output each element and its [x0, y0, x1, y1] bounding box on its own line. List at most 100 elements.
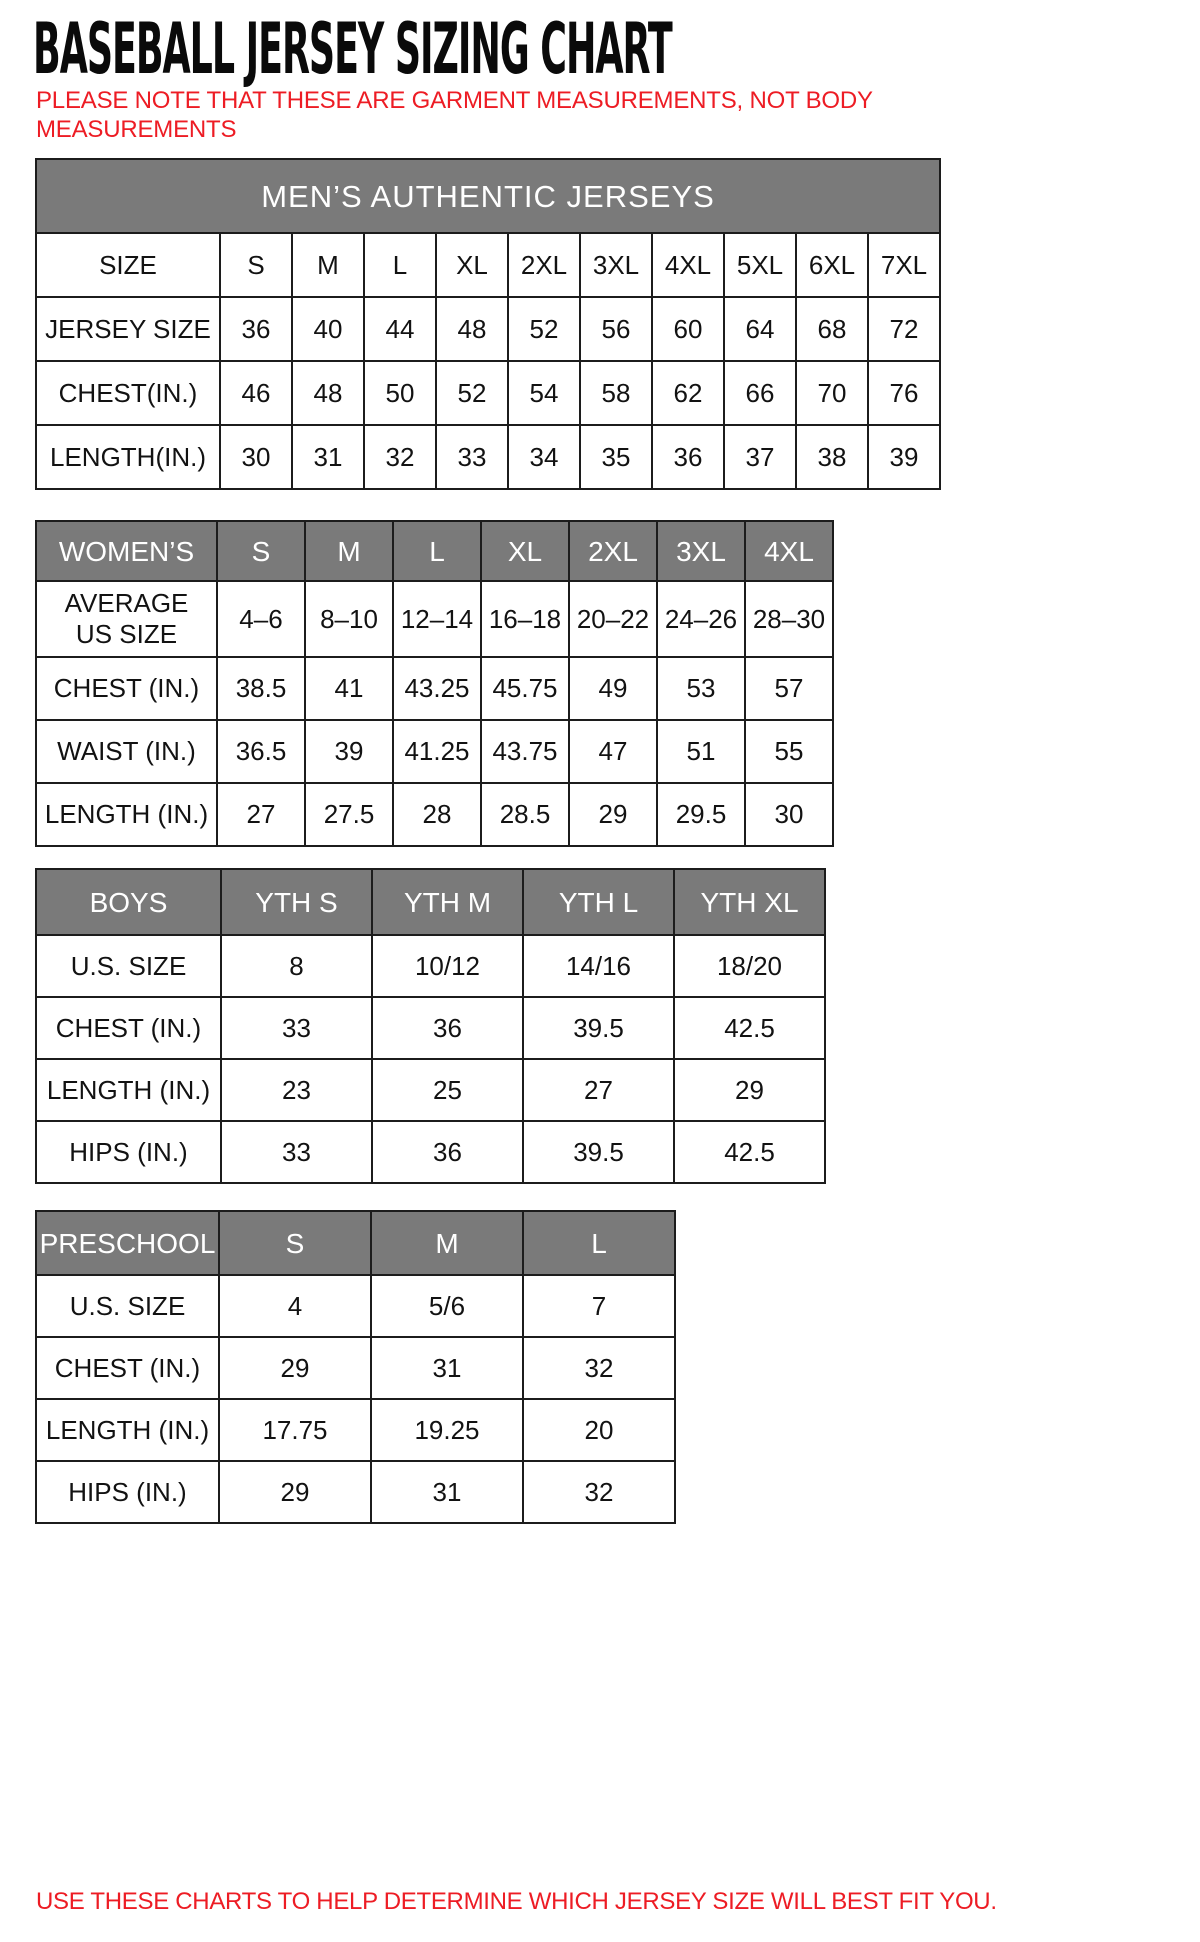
column-header: XL [480, 520, 570, 582]
table-cell: 39 [304, 719, 394, 784]
table-cell: 17.75 [218, 1398, 372, 1462]
table-cell: 57 [744, 656, 834, 721]
table-cell: 39.5 [522, 1120, 675, 1184]
table-cell: 12–14 [392, 580, 482, 658]
row-label: CHEST (IN.) [35, 1336, 220, 1400]
table-cell: 29.5 [656, 782, 746, 847]
table-cell: 64 [723, 296, 797, 362]
table-cell: 58 [579, 360, 653, 426]
table-cell: 27.5 [304, 782, 394, 847]
table-cell: 72 [867, 296, 941, 362]
table-cell: 47 [568, 719, 658, 784]
table-cell: 66 [723, 360, 797, 426]
table-cell: 62 [651, 360, 725, 426]
column-header: M [291, 232, 365, 298]
row-label: AVERAGE US SIZE [35, 580, 218, 658]
table-cell: 41.25 [392, 719, 482, 784]
row-label: CHEST (IN.) [35, 996, 222, 1060]
column-header: S [218, 1210, 372, 1276]
preschool-table-title: PRESCHOOL [35, 1210, 220, 1276]
table-cell: 32 [363, 424, 437, 490]
table-cell: 34 [507, 424, 581, 490]
table-cell: 32 [522, 1336, 676, 1400]
column-header: YTH L [522, 868, 675, 936]
row-label: LENGTH (IN.) [35, 782, 218, 847]
table-cell: 46 [219, 360, 293, 426]
table-cell: 38.5 [216, 656, 306, 721]
table-cell: 4 [218, 1274, 372, 1338]
table-cell: 48 [435, 296, 509, 362]
column-header: 7XL [867, 232, 941, 298]
table-cell: 16–18 [480, 580, 570, 658]
row-label: LENGTH (IN.) [35, 1398, 220, 1462]
table-cell: 51 [656, 719, 746, 784]
womens-table-title: WOMEN’S [35, 520, 218, 582]
row-label: SIZE [35, 232, 221, 298]
table-cell: 52 [435, 360, 509, 426]
column-header: 3XL [656, 520, 746, 582]
column-header: XL [435, 232, 509, 298]
table-cell: 30 [219, 424, 293, 490]
column-header: L [522, 1210, 676, 1276]
table-cell: 41 [304, 656, 394, 721]
column-header: 4XL [651, 232, 725, 298]
table-cell: 29 [218, 1336, 372, 1400]
table-cell: 23 [220, 1058, 373, 1122]
table-cell: 27 [216, 782, 306, 847]
table-cell: 40 [291, 296, 365, 362]
table-cell: 31 [370, 1336, 524, 1400]
table-cell: 42.5 [673, 1120, 826, 1184]
table-cell: 60 [651, 296, 725, 362]
table-cell: 5/6 [370, 1274, 524, 1338]
table-cell: 32 [522, 1460, 676, 1524]
table-cell: 43.25 [392, 656, 482, 721]
page-title: BASEBALL JERSEY SIZING CHART [33, 8, 673, 90]
column-header: M [304, 520, 394, 582]
column-header: 4XL [744, 520, 834, 582]
row-label: JERSEY SIZE [35, 296, 221, 362]
row-label: WAIST (IN.) [35, 719, 218, 784]
boys-sizing-table: BOYS YTH S YTH M YTH L YTH XL U.S. SIZE … [35, 868, 826, 1184]
table-cell: 33 [220, 1120, 373, 1184]
table-cell: 28–30 [744, 580, 834, 658]
column-header: YTH XL [673, 868, 826, 936]
table-cell: 43.75 [480, 719, 570, 784]
column-header: 6XL [795, 232, 869, 298]
table-cell: 38 [795, 424, 869, 490]
table-cell: 39 [867, 424, 941, 490]
table-cell: 14/16 [522, 934, 675, 998]
column-header: 3XL [579, 232, 653, 298]
row-label: U.S. SIZE [35, 934, 222, 998]
row-label: U.S. SIZE [35, 1274, 220, 1338]
table-cell: 70 [795, 360, 869, 426]
table-cell: 42.5 [673, 996, 826, 1060]
table-cell: 52 [507, 296, 581, 362]
table-cell: 24–26 [656, 580, 746, 658]
row-label: HIPS (IN.) [35, 1120, 222, 1184]
column-header: 5XL [723, 232, 797, 298]
preschool-sizing-table: PRESCHOOL S M L U.S. SIZE 4 5/6 7 CHEST … [35, 1210, 676, 1524]
table-cell: 25 [371, 1058, 524, 1122]
table-cell: 36 [371, 996, 524, 1060]
column-header: 2XL [507, 232, 581, 298]
table-cell: 10/12 [371, 934, 524, 998]
row-label: LENGTH (IN.) [35, 1058, 222, 1122]
table-cell: 56 [579, 296, 653, 362]
table-cell: 49 [568, 656, 658, 721]
table-cell: 8–10 [304, 580, 394, 658]
garment-measurement-note: PLEASE NOTE THAT THESE ARE GARMENT MEASU… [36, 87, 873, 143]
table-cell: 68 [795, 296, 869, 362]
table-cell: 8 [220, 934, 373, 998]
boys-table-title: BOYS [35, 868, 222, 936]
table-cell: 35 [579, 424, 653, 490]
table-cell: 44 [363, 296, 437, 362]
row-label: CHEST (IN.) [35, 656, 218, 721]
table-cell: 29 [673, 1058, 826, 1122]
column-header: YTH S [220, 868, 373, 936]
table-cell: 7 [522, 1274, 676, 1338]
table-cell: 20 [522, 1398, 676, 1462]
column-header: S [219, 232, 293, 298]
table-cell: 28.5 [480, 782, 570, 847]
column-header: L [392, 520, 482, 582]
row-label: HIPS (IN.) [35, 1460, 220, 1524]
